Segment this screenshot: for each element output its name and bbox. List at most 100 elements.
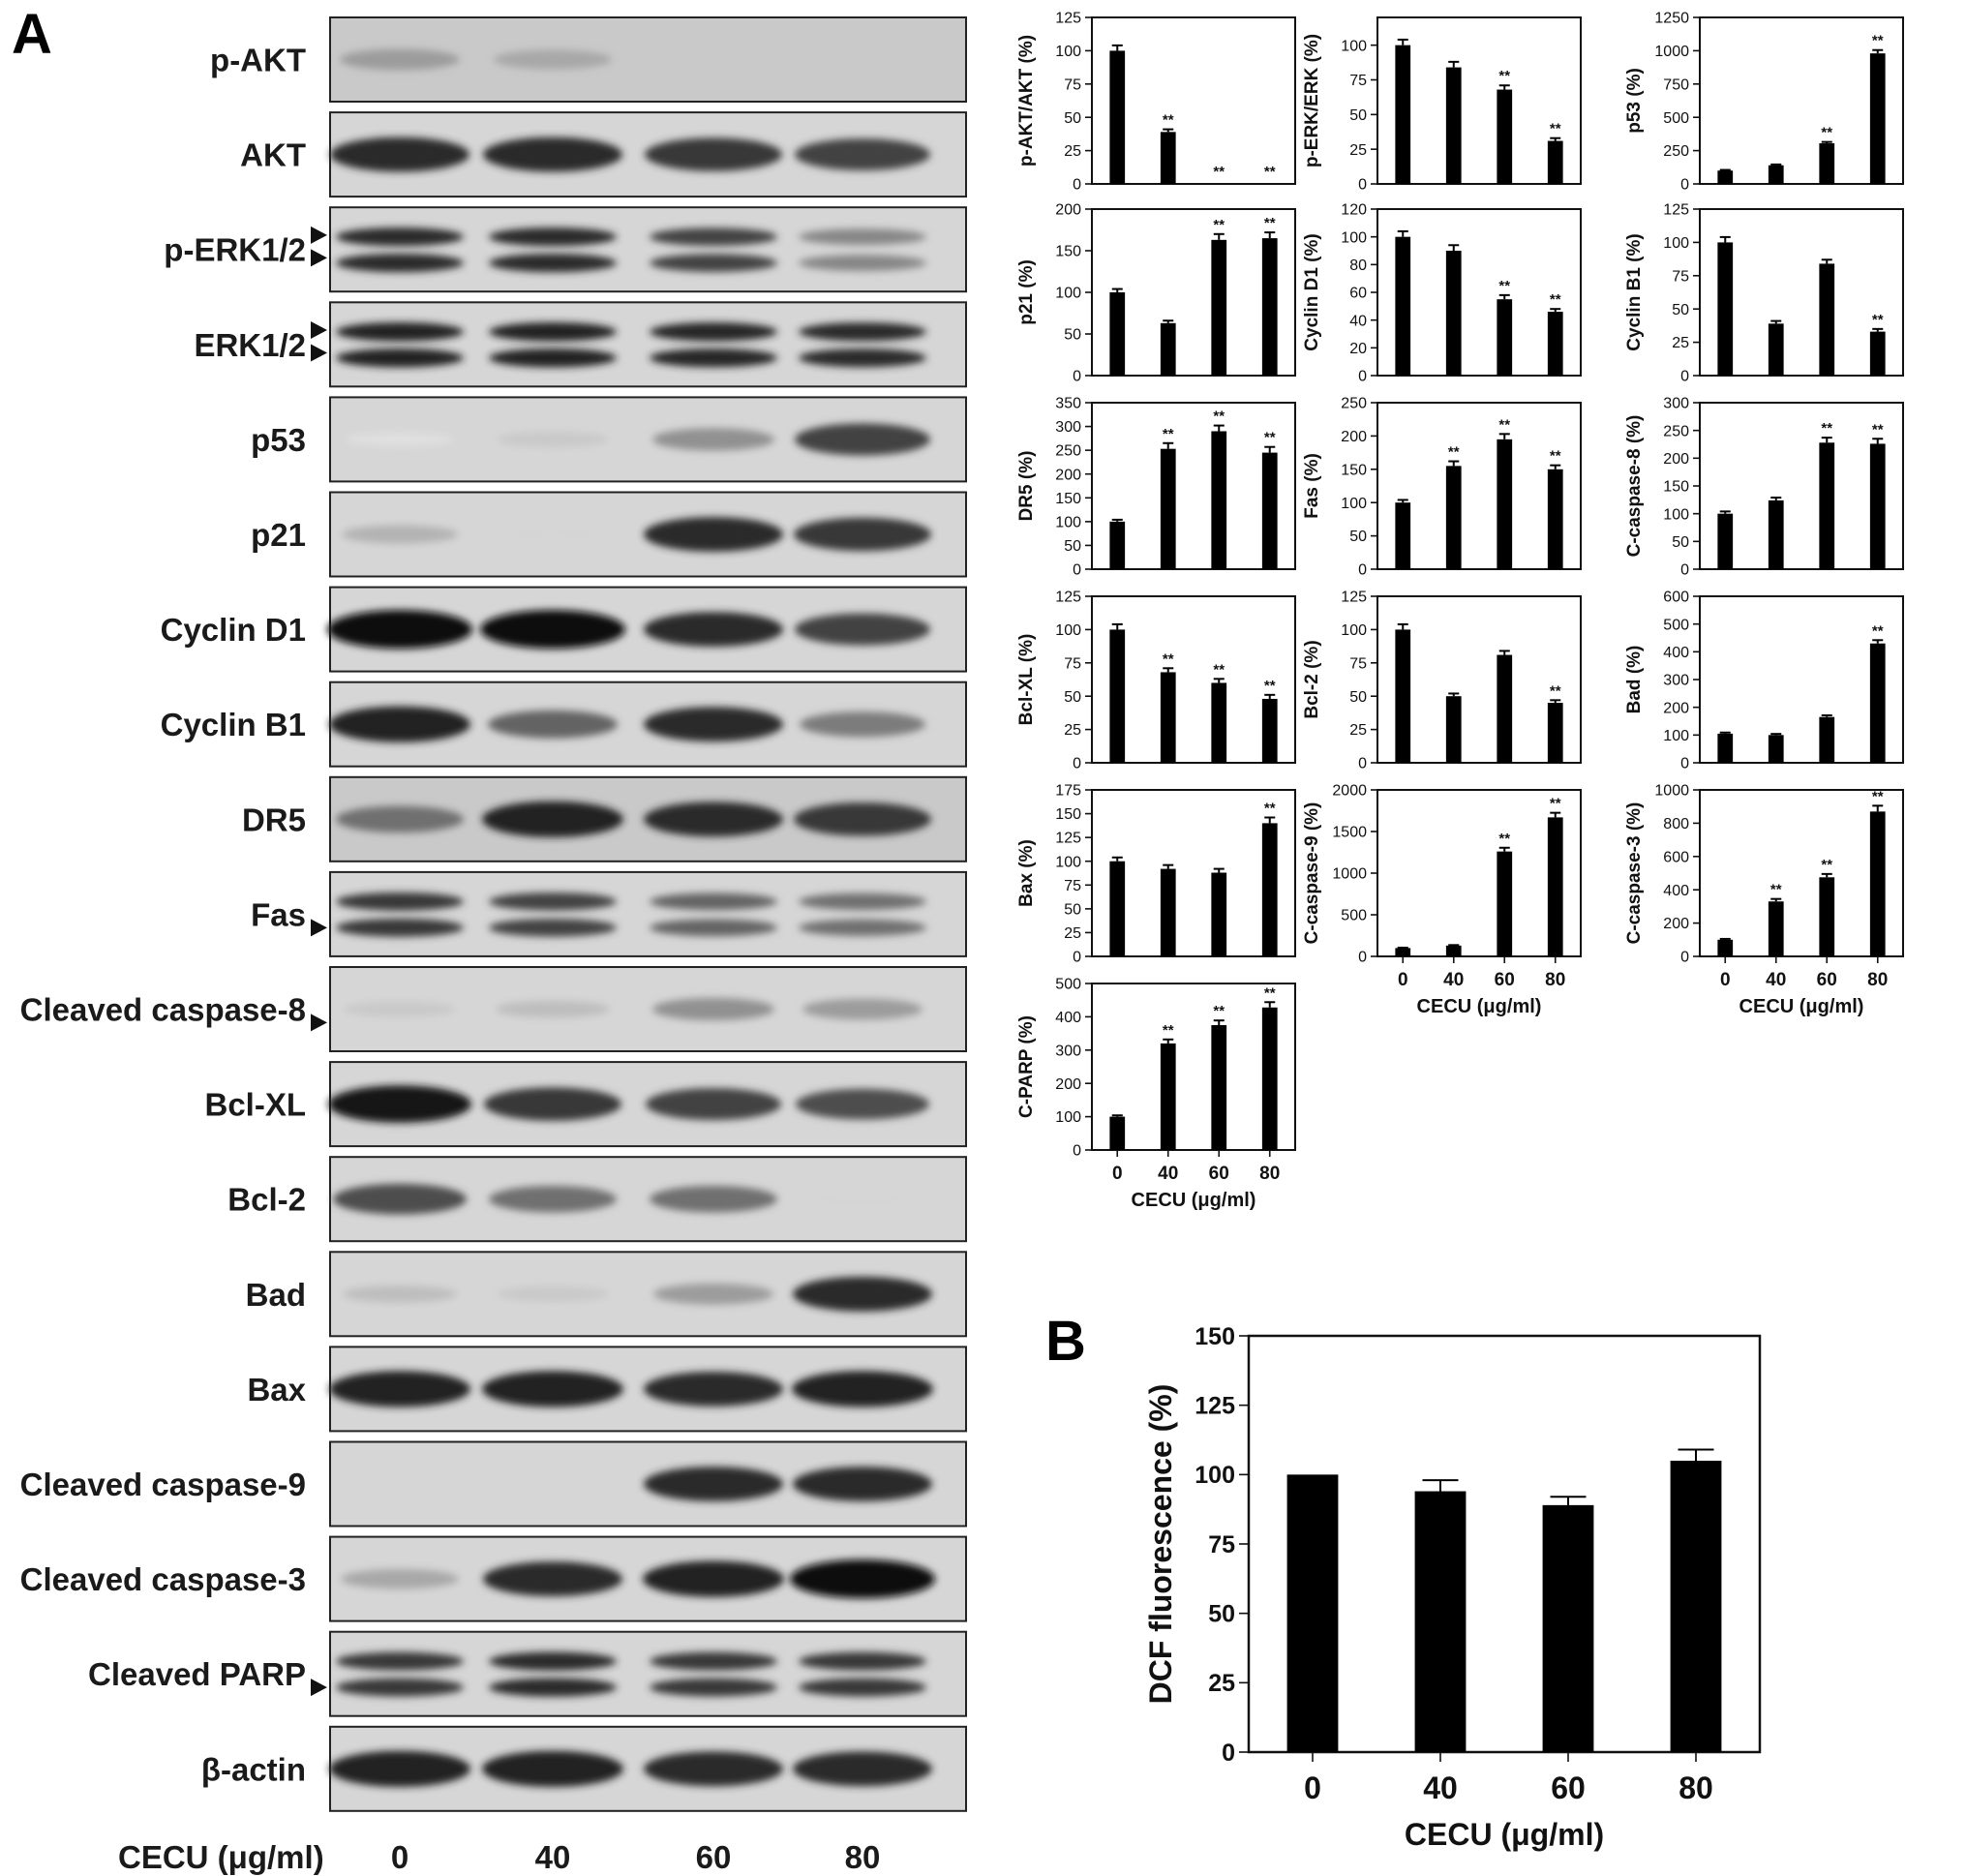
blot-band (799, 1678, 926, 1697)
blot-label: ERK1/2 (194, 327, 306, 363)
blot-band (794, 802, 931, 836)
blot-band (489, 1186, 617, 1213)
blot-row: p53 (251, 396, 967, 483)
blot-band (646, 1088, 781, 1121)
blot-label: Bax (247, 1372, 306, 1407)
blot-band (336, 1651, 464, 1671)
blot-band (336, 322, 464, 342)
blot-band (329, 1371, 470, 1407)
blot-band (644, 802, 783, 837)
blot-band (799, 919, 926, 936)
blot-band (482, 1750, 623, 1787)
blot-row: ERK1/2 (194, 301, 967, 388)
blot-label: Bcl-2 (227, 1182, 306, 1218)
blot-band (794, 517, 931, 552)
blot-row: Bax (247, 1346, 967, 1433)
blot-row: Cleaved caspase-3 (20, 1535, 967, 1622)
blot-row: Bcl-XL (204, 1061, 967, 1148)
blot-band (497, 1286, 609, 1302)
blot-band (344, 1001, 456, 1017)
blot-band (340, 48, 460, 71)
blot-band (800, 711, 925, 738)
blot-band (644, 612, 783, 647)
blot-band (336, 1678, 464, 1697)
blot-band (644, 1372, 783, 1407)
panel-b-letter: B (1045, 1310, 1086, 1373)
lane-label: 0 (391, 1839, 408, 1875)
blot-band (483, 136, 622, 172)
blot-band (498, 527, 608, 542)
band-arrow-icon (311, 321, 327, 340)
blot-band (652, 997, 774, 1021)
blot-band (336, 918, 464, 937)
blot-row: Cleaved PARP (88, 1630, 967, 1717)
blot-band (793, 1751, 932, 1787)
blot-band (795, 138, 930, 171)
blot-row: Cleaved caspase-8 (20, 966, 967, 1052)
blot-band (483, 1561, 622, 1596)
blot-band (482, 801, 623, 837)
blot-band (482, 1371, 623, 1407)
blot-band (494, 49, 612, 70)
blot-label: Fas (251, 896, 306, 932)
blot-band (802, 998, 923, 1020)
blot-band (489, 348, 617, 368)
blot-band (792, 1371, 933, 1407)
blot-band (650, 348, 777, 368)
blot-band (650, 919, 777, 937)
band-arrow-icon (311, 1679, 327, 1697)
blot-band (795, 613, 930, 646)
band-arrow-icon (311, 344, 327, 362)
lane-label: 80 (845, 1839, 881, 1875)
blot-row: p-ERK1/2 (164, 206, 967, 293)
blot-band (496, 1000, 610, 1018)
blot-band (644, 1467, 783, 1501)
blot-band (489, 322, 617, 342)
blot-band (480, 610, 625, 650)
band-arrow-icon (311, 226, 327, 244)
blot-band (341, 1568, 459, 1589)
blot-label: Bad (246, 1277, 306, 1313)
blot-band (796, 1088, 929, 1120)
blot-band (489, 893, 617, 911)
blot-row: p21 (251, 491, 967, 578)
blot-band (328, 1085, 471, 1123)
blot-band (652, 428, 774, 451)
blot-band (790, 1559, 935, 1599)
blot-label: Cleaved caspase-3 (20, 1561, 306, 1597)
blot-label: Cleaved caspase-8 (20, 992, 306, 1028)
band-arrow-icon (311, 919, 327, 937)
blot-band (489, 254, 617, 273)
band-arrow-icon (311, 249, 327, 267)
blot-label: Cyclin D1 (161, 612, 306, 648)
treatment-label: CECU (μg/ml) (118, 1839, 324, 1875)
blot-row: Bcl-2 (227, 1156, 967, 1243)
blot-label: Bcl-XL (204, 1087, 306, 1123)
blot-band (653, 1283, 773, 1305)
blot-band (644, 1751, 783, 1787)
blot-band (336, 892, 464, 911)
blot-band (336, 348, 464, 368)
blot-band (799, 228, 926, 245)
blot-label: AKT (240, 137, 306, 173)
lane-label: 40 (535, 1839, 571, 1875)
blot-band (650, 1651, 777, 1671)
blot-band (336, 805, 464, 832)
blot-band (336, 254, 464, 273)
blot-band (644, 517, 783, 552)
blot-label: p-AKT (210, 43, 306, 78)
band-arrow-icon (311, 1014, 327, 1032)
blot-label: β-actin (201, 1751, 306, 1787)
blot-band (329, 1750, 470, 1787)
blot-row: AKT (240, 111, 967, 198)
blot-label: p21 (251, 517, 306, 553)
blot-band (330, 136, 469, 172)
blot-row: Cyclin D1 (161, 586, 967, 673)
blot-band (489, 919, 617, 937)
blot-band (799, 893, 926, 910)
blot-row: DR5 (242, 775, 967, 862)
blot-label: Cyclin B1 (161, 707, 306, 742)
blot-band (342, 525, 458, 544)
blot-band (497, 431, 609, 447)
blot-row: Bad (246, 1251, 967, 1338)
